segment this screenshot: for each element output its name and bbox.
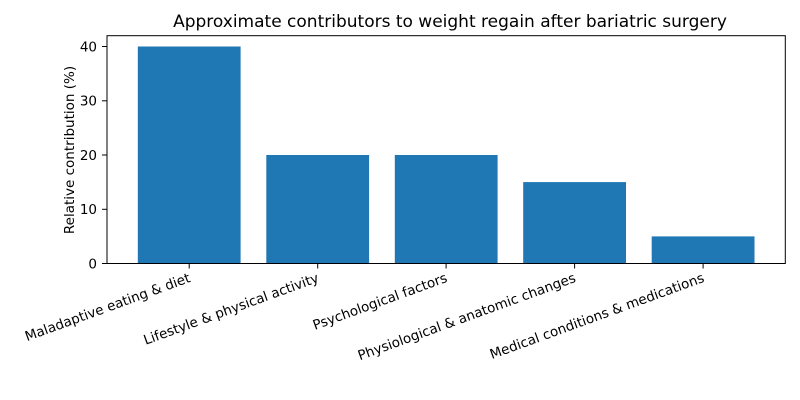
bar — [523, 182, 626, 264]
x-category-label: Medical conditions & medications — [488, 270, 707, 363]
bar — [137, 46, 241, 264]
y-axis-label: Relative contribution (%) — [62, 65, 78, 235]
chart-title: Approximate contributors to weight regai… — [173, 12, 727, 32]
y-tick-label: 0 — [88, 256, 97, 272]
y-tick-label: 20 — [80, 148, 97, 164]
y-tick-label: 40 — [80, 39, 97, 55]
x-category-label: Physiological & anatomic changes — [356, 270, 578, 364]
y-tick-label: 30 — [80, 94, 97, 110]
bar — [651, 236, 755, 264]
bar — [266, 155, 370, 264]
bar — [394, 155, 498, 264]
y-tick-label: 10 — [80, 202, 97, 218]
